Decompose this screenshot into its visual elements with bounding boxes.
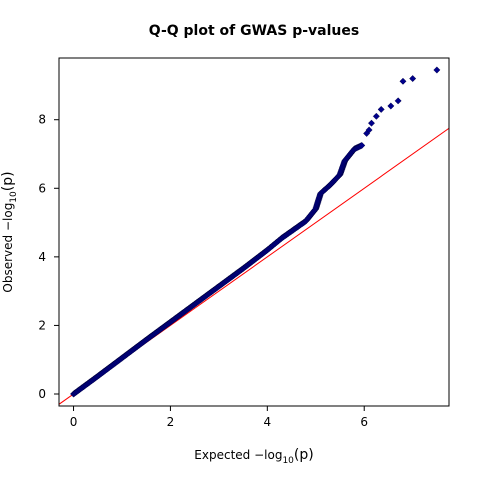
data-point bbox=[433, 66, 441, 74]
plot-frame bbox=[58, 57, 450, 407]
data-point bbox=[368, 119, 375, 127]
x-tick-label: 2 bbox=[167, 415, 175, 429]
y-axis-label-subscript: 10 bbox=[9, 191, 19, 203]
data-point bbox=[365, 126, 373, 134]
y-tick-label: 0 bbox=[38, 387, 46, 401]
data-point bbox=[409, 75, 417, 83]
y-axis: 0 2 4 6 8 bbox=[38, 113, 59, 401]
x-tick-label: 0 bbox=[70, 415, 78, 429]
data-point bbox=[387, 102, 395, 110]
x-tick-label: 4 bbox=[264, 415, 272, 429]
x-axis-label-prefix: Expected −log bbox=[194, 448, 282, 462]
x-axis: 0 2 4 6 bbox=[70, 406, 368, 429]
plot-area bbox=[59, 66, 449, 405]
y-tick-label: 4 bbox=[38, 250, 46, 264]
y-tick-label: 2 bbox=[38, 318, 46, 332]
chart-title: Q-Q plot of GWAS p-values bbox=[149, 23, 359, 39]
x-tick-label: 6 bbox=[360, 415, 368, 429]
y-tick-label: 8 bbox=[38, 113, 46, 127]
y-axis-label-suffix: (p) bbox=[0, 171, 16, 191]
x-axis-label-suffix: (p) bbox=[294, 447, 314, 463]
data-point bbox=[358, 141, 366, 149]
data-point bbox=[372, 112, 380, 120]
y-axis-label: Observed −log10(p) bbox=[0, 171, 19, 292]
data-point bbox=[377, 105, 385, 113]
x-axis-label-subscript: 10 bbox=[282, 456, 294, 466]
y-tick-label: 6 bbox=[38, 181, 46, 195]
data-point bbox=[399, 77, 407, 85]
y-axis-label-prefix: Observed −log bbox=[1, 203, 15, 293]
data-point bbox=[394, 97, 402, 105]
x-axis-label: Expected −log10(p) bbox=[194, 447, 313, 466]
